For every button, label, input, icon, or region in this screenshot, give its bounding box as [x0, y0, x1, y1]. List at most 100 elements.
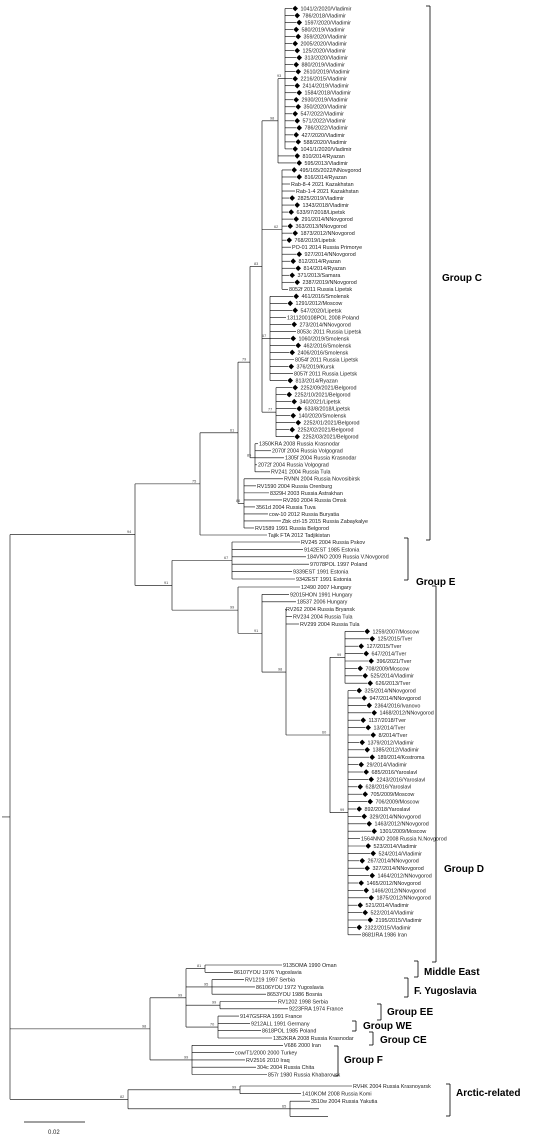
sample-diamond-icon: [358, 643, 364, 649]
sample-diamond-icon: [367, 917, 373, 923]
sample-diamond-icon: [294, 47, 300, 54]
group-label-ce: Group CE: [380, 1035, 427, 1046]
sample-diamond-icon: [293, 293, 299, 300]
taxon-label: 1873/2012/NNovgorod: [301, 231, 355, 237]
sample-diamond-icon: [365, 843, 371, 849]
taxon-label: 9339EST 1991 Estonia: [293, 570, 348, 576]
sample-diamond-icon: [296, 19, 302, 26]
sample-diamond-icon: [291, 398, 297, 405]
taxon-label: RV1590 2004 Russia Orenburg: [257, 484, 332, 490]
taxon-label: 813/2014/Ryazan: [296, 378, 338, 384]
taxon-label: cow/T1/2000 2000 Turkey: [235, 1051, 297, 1057]
taxon-label: 1352KRA 2008 Russia Krasnodar: [273, 1036, 354, 1042]
taxon-label: 1379/2012/Vladimir: [368, 740, 415, 746]
taxon-label: 1343/2018/Vladimir: [303, 203, 350, 209]
bootstrap-value: 99: [340, 808, 344, 812]
bootstrap-value: 81: [197, 964, 201, 968]
taxon-label: 8329H 2003 Russia Astrakhan: [270, 491, 343, 497]
bootstrap-value: 91: [164, 581, 168, 585]
sample-diamond-icon: [295, 33, 301, 40]
bootstrap-values: 93 98 62 67 77 83 85 79 86 61 75 67 99 99 60 98 91 99 91 94…: [120, 74, 344, 1108]
taxon-label: 495/165/2022/NNovgorod: [300, 168, 362, 174]
sample-diamond-icon: [368, 658, 374, 664]
sample-diamond-icon: [293, 26, 299, 33]
sample-diamond-icon: [360, 717, 366, 723]
taxon-label: 1301/2009/Moscow: [380, 829, 427, 835]
tree-branches: [2, 8, 371, 1117]
taxon-label: 2414/2019/Vladimir: [303, 84, 350, 90]
bootstrap-value: 99: [337, 653, 341, 657]
taxon-label: 125/2020/Vladimir: [303, 49, 347, 55]
taxon-label: 363/2013/NNovgorod: [296, 224, 347, 230]
taxon-label: 8/2014/Tver: [379, 733, 408, 739]
taxon-label: 1385/2012/Vladimir: [373, 748, 420, 754]
taxon-label: 814/2014/Ryazan: [304, 266, 346, 272]
sample-diamond-icon: [290, 335, 296, 342]
taxon-label: 340/2021/Lipetsk: [300, 400, 341, 406]
taxon-label: 2243/2016/Yaroslavl: [377, 777, 426, 783]
taxon-label: RV234 2004 Russia Tula: [293, 615, 353, 621]
taxon-label: 1311200108POL 2008 Poland: [287, 315, 359, 321]
taxon-label: 8053c 2011 Russia Lipetsk: [297, 329, 362, 335]
taxon-label: RVHK 2004 Russia Krasnoyarsk: [353, 1084, 431, 1090]
sample-diamond-icon: [291, 321, 297, 328]
sample-diamond-icon: [294, 279, 300, 286]
taxon-label: 2195/2015/Vladimir: [376, 918, 423, 924]
sample-diamond-icon: [371, 828, 377, 834]
taxon-label: 97078POL 1997 Poland: [310, 562, 367, 568]
taxon-label: 2070f 2004 Russia Volgograd: [272, 449, 343, 455]
bootstrap-value: 67: [262, 334, 266, 338]
sample-diamond-icon: [295, 139, 301, 145]
sample-diamond-icon: [356, 924, 362, 931]
taxon-label: 8054f 2011 Russia Lipetsk: [295, 357, 358, 363]
group-label-f: Group F: [344, 1055, 383, 1066]
sample-diamond-icon: [296, 174, 302, 180]
taxon-label: 92015HON 1991 Hungary: [290, 592, 353, 598]
taxon-label: 461/2016/Smolensk: [302, 294, 350, 300]
sample-diamond-icon: [287, 223, 293, 229]
bootstrap-value: 79: [242, 358, 246, 362]
sample-diamond-icon: [357, 784, 363, 790]
taxon-label: 2252/09/2021/Belgorod: [301, 385, 357, 391]
taxon-label: 633/97/2018/Lipetsk: [297, 210, 346, 216]
taxon-label: 304c 2004 Russia Chita: [257, 1065, 314, 1071]
taxon-label: 812/2014/Ryazan: [299, 259, 341, 265]
taxon-label: 18537 2006 Hungary: [297, 600, 348, 606]
sample-diamond-icon: [296, 89, 302, 96]
sample-diamond-icon: [289, 195, 295, 201]
bootstrap-value: 99: [212, 1001, 216, 1005]
taxon-label: RV262 2004 Russia Bryansk: [286, 607, 355, 613]
taxon-label: 29/2014/Vladimir: [367, 763, 408, 769]
taxon-label: 327/2014/NNovgorod: [373, 866, 424, 872]
taxon-label: 1468/2012/NNovgorod: [380, 711, 434, 717]
group-label-middle-east: Middle East: [424, 967, 480, 978]
taxon-label: 1875/2012/NNovgorod: [377, 896, 431, 902]
group-label-d: Group D: [444, 864, 484, 875]
sample-diamond-icon: [288, 209, 294, 215]
group-label-e: Group E: [416, 577, 456, 588]
sample-diamond-icon: [357, 902, 363, 908]
taxon-label: 1137/2018/Tver: [369, 718, 407, 724]
sample-diamond-icon: [368, 776, 374, 783]
taxon-label: PO-01 2014 Russia Primorye: [292, 245, 362, 251]
taxon-label: 267/2014/NNovgorod: [368, 859, 419, 865]
sample-diamond-icon: [358, 761, 364, 768]
taxon-label: RV1219 1997 Serbia: [245, 978, 295, 984]
taxon-label: 1259/2007/Moscow: [373, 629, 420, 635]
taxon-label: 786/2022/Vladimir: [305, 126, 349, 132]
taxon-label: 8057f 2011 Russia Lipetsk: [294, 371, 357, 377]
bootstrap-value: 85: [247, 453, 251, 457]
taxon-label: 9135OMA 1990 Oman: [283, 963, 337, 969]
taxon-label: 547/2020/Lipetsk: [301, 308, 342, 314]
scale-bar: 0.02: [24, 1121, 85, 1136]
bootstrap-value: 98: [142, 1024, 146, 1028]
sample-diamond-icon: [289, 426, 295, 433]
sample-diamond-icon: [290, 258, 296, 265]
sample-diamond-icon: [294, 153, 300, 159]
taxon-label: 1464/2012/NNovgorod: [378, 874, 432, 880]
taxon-label: 9147GSFRA 1991 France: [240, 1014, 302, 1020]
taxon-label: 547/2022/Vladimir: [301, 112, 345, 118]
bootstrap-value: 99: [178, 993, 182, 997]
sample-diamond-icon: [366, 821, 372, 827]
